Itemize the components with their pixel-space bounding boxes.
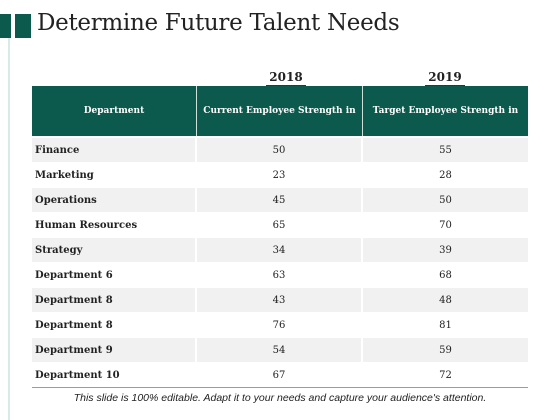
header-department: Department <box>32 86 197 136</box>
table-row: Marketing 23 28 <box>32 163 528 188</box>
cell-target: 59 <box>363 338 528 363</box>
cell-target: 70 <box>363 213 528 238</box>
cell-current: 43 <box>197 288 363 313</box>
cell-target: 48 <box>363 288 528 313</box>
cell-target: 50 <box>363 188 528 213</box>
page-title: Determine Future Talent Needs <box>37 10 400 36</box>
cell-current: 65 <box>197 213 363 238</box>
cell-department: Department 10 <box>32 363 197 388</box>
cell-target: 81 <box>363 313 528 338</box>
cell-target: 55 <box>363 138 528 163</box>
table-row: Finance 50 55 <box>32 138 528 163</box>
accent-block <box>0 14 11 38</box>
cell-current: 23 <box>197 163 363 188</box>
cell-department: Department 6 <box>32 263 197 288</box>
table-row: Department 8 76 81 <box>32 313 528 338</box>
cell-current: 50 <box>197 138 363 163</box>
year-underline-target <box>425 85 465 86</box>
table-body: Finance 50 55 Marketing 23 28 Operations… <box>32 138 528 388</box>
cell-current: 54 <box>197 338 363 363</box>
header-target-strength: Target Employee Strength in <box>372 106 519 116</box>
year-label-current: 2018 <box>269 70 303 84</box>
table-bottom-rule <box>32 387 528 388</box>
cell-department: Department 8 <box>32 313 197 338</box>
cell-current: 34 <box>197 238 363 263</box>
cell-department: Strategy <box>32 238 197 263</box>
cell-department: Finance <box>32 138 197 163</box>
cell-department: Human Resources <box>32 213 197 238</box>
footer-note: This slide is 100% editable. Adapt it to… <box>73 392 487 404</box>
table-row: Operations 45 50 <box>32 188 528 213</box>
cell-target: 39 <box>363 238 528 263</box>
cell-current: 76 <box>197 313 363 338</box>
accent-block-secondary <box>15 14 31 38</box>
cell-target: 72 <box>363 363 528 388</box>
table-row: Department 9 54 59 <box>32 338 528 363</box>
year-label-target: 2019 <box>428 70 462 84</box>
table-row: Human Resources 65 70 <box>32 213 528 238</box>
cell-current: 45 <box>197 188 363 213</box>
cell-department: Department 9 <box>32 338 197 363</box>
cell-target: 68 <box>363 263 528 288</box>
cell-department: Department 8 <box>32 288 197 313</box>
year-underline-current <box>266 85 306 86</box>
cell-department: Marketing <box>32 163 197 188</box>
table-row: Department 10 67 72 <box>32 363 528 388</box>
cell-department: Operations <box>32 188 197 213</box>
table-row: Strategy 34 39 <box>32 238 528 263</box>
header-current-strength: Current Employee Strength in <box>197 86 363 136</box>
cell-current: 67 <box>197 363 363 388</box>
side-rule <box>8 38 10 420</box>
table-row: Department 6 63 68 <box>32 263 528 288</box>
cell-current: 63 <box>197 263 363 288</box>
table-row: Department 8 43 48 <box>32 288 528 313</box>
table-header: Department Current Employee Strength in … <box>32 86 528 136</box>
cell-target: 28 <box>363 163 528 188</box>
